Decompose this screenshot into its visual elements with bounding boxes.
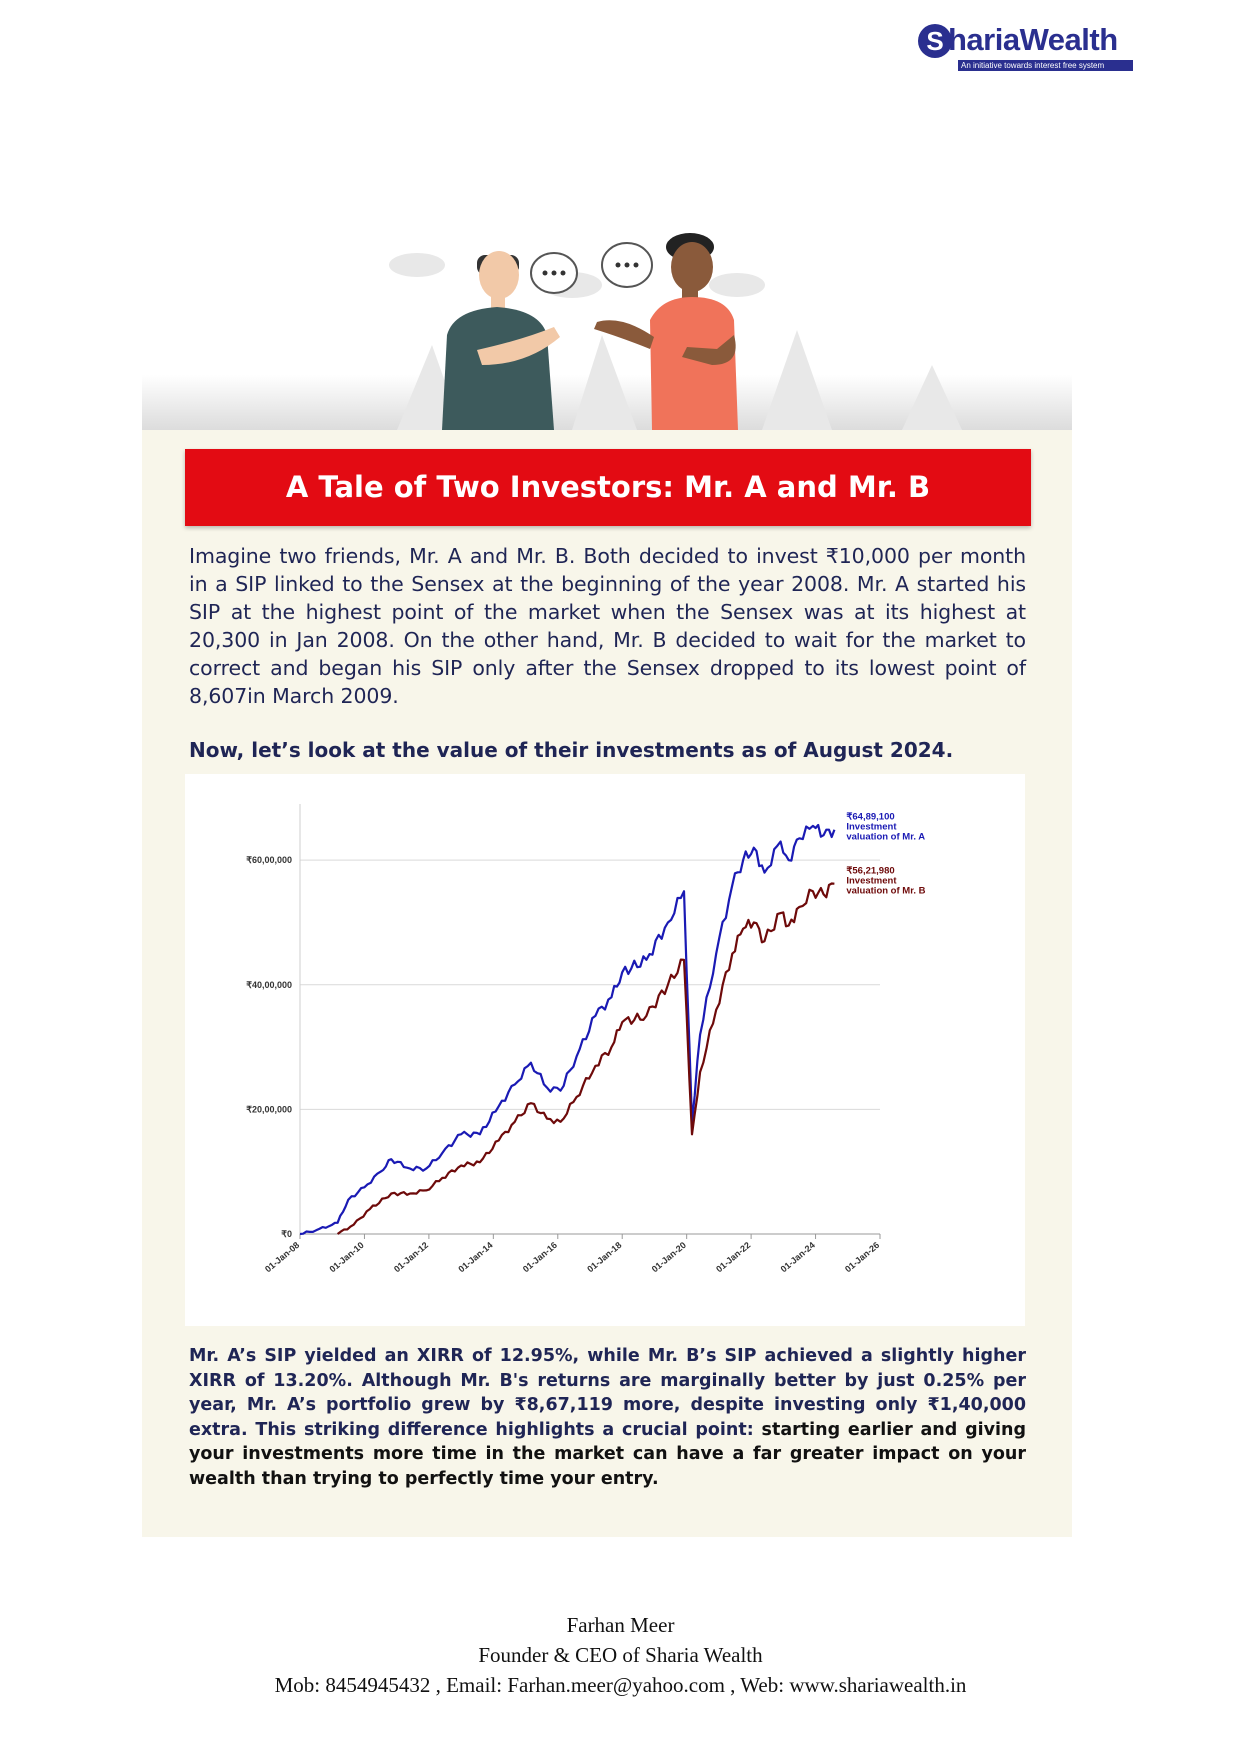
y-tick-label: ₹40,00,000 <box>246 980 292 990</box>
series-label-value-B: ₹56,21,980 <box>846 866 894 877</box>
x-tick-label: 01-Jan-24 <box>779 1240 817 1274</box>
person-a-figure <box>442 251 560 430</box>
two-investors-illustration <box>142 233 1072 430</box>
x-tick-label: 01-Jan-12 <box>392 1240 430 1274</box>
y-tick-label: ₹60,00,000 <box>246 855 292 865</box>
logo-tagline: An initiative towards interest free syst… <box>958 60 1133 71</box>
footer: Farhan Meer Founder & CEO of Sharia Weal… <box>0 1610 1241 1700</box>
summary-emphasis: starting earlier and giving your investm… <box>189 1419 1026 1489</box>
series-label-text-A: valuation of Mr. A <box>846 832 925 843</box>
series-label-text-A: Investment <box>846 822 897 833</box>
speech-bubble-icon <box>530 242 653 294</box>
summary-paragraph: Mr. A’s SIP yielded an XIRR of 12.95%, w… <box>189 1344 1026 1491</box>
page-title: A Tale of Two Investors: Mr. A and Mr. B <box>185 449 1031 526</box>
x-tick-label: 01-Jan-10 <box>327 1240 365 1274</box>
footer-name: Farhan Meer <box>566 1613 675 1637</box>
x-tick-label: 01-Jan-14 <box>456 1240 494 1274</box>
x-tick-label: 01-Jan-08 <box>263 1240 301 1274</box>
investment-valuation-chart: ₹0 ₹20,00,000 ₹40,00,000 ₹60,00,000 01-Jan-0… <box>185 774 1025 1326</box>
footer-contact: Mob: 8454945432 , Email: Farhan.meer@yah… <box>274 1673 967 1697</box>
x-tick-label: 01-Jan-22 <box>714 1240 752 1274</box>
x-tick-label: 01-Jan-18 <box>585 1240 623 1274</box>
logo-s-mark: S <box>918 24 952 58</box>
summary-text: Mr. A’s SIP yielded an XIRR of 12.95%, w… <box>189 1346 1026 1440</box>
person-b-figure <box>594 233 738 430</box>
sharia-wealth-logo: S hariaWealth An initiative towards inte… <box>918 22 1133 71</box>
x-tick-label: 01-Jan-26 <box>843 1240 881 1274</box>
series-line-A <box>299 823 836 1236</box>
y-tick-label: ₹0 <box>281 1229 292 1239</box>
series-label-text-B: Investment <box>846 876 897 887</box>
x-tick-label: 01-Jan-20 <box>650 1240 688 1274</box>
series-label-text-B: valuation of Mr. B <box>846 886 925 897</box>
investments-subheading: Now, let’s look at the value of their in… <box>189 738 954 762</box>
intro-paragraph: Imagine two friends, Mr. A and Mr. B. Bo… <box>189 544 1026 708</box>
chart-svg: ₹0 ₹20,00,000 ₹40,00,000 ₹60,00,000 01-Jan-0… <box>246 804 926 1274</box>
x-tick-label: 01-Jan-16 <box>521 1240 559 1274</box>
series-line-B <box>336 882 835 1235</box>
logo-wordmark: hariaWealth <box>948 22 1118 57</box>
footer-role: Founder & CEO of Sharia Wealth <box>478 1643 763 1667</box>
y-tick-label: ₹20,00,000 <box>246 1104 292 1114</box>
series-label-value-A: ₹64,89,100 <box>846 812 894 823</box>
